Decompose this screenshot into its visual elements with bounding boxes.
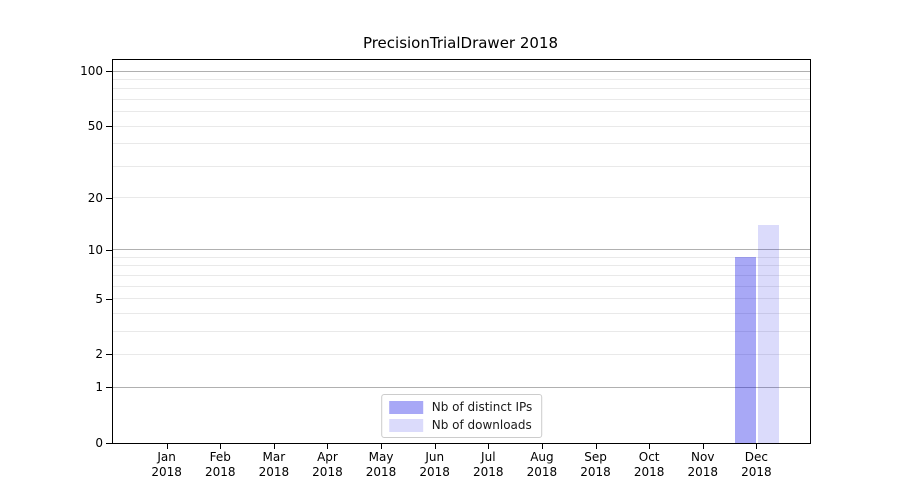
- y-tick-2: [106, 354, 112, 356]
- y-tick-5: [106, 298, 112, 300]
- x-tick-aug-2018: [541, 444, 543, 449]
- y-tick-label-20: 20: [87, 190, 103, 205]
- gridline-minor-90: [113, 79, 810, 81]
- y-tick-label-100: 100: [80, 64, 103, 79]
- gridline-minor-8: [113, 265, 810, 267]
- x-tick-label-sep-2018: Sep 2018: [568, 450, 624, 480]
- x-tick-label-line: Nov: [691, 450, 715, 464]
- gridline-minor-50: [113, 125, 810, 127]
- y-tick-100: [106, 71, 112, 73]
- x-tick-dec-2018: [756, 444, 758, 449]
- x-tick-label-line: 2018: [365, 465, 397, 479]
- x-tick-label-line: 2018: [204, 465, 236, 479]
- y-tick-50: [106, 126, 112, 128]
- gridline-minor-20: [113, 197, 810, 199]
- legend-swatch-distinct-ips: [388, 400, 423, 414]
- gridline-major-100: [113, 70, 810, 72]
- x-tick-label-jul-2018: Jul 2018: [460, 450, 516, 480]
- x-tick-label-line: May: [368, 450, 394, 464]
- x-tick-jul-2018: [488, 444, 490, 449]
- legend-label-downloads: Nb of downloads: [431, 418, 532, 432]
- gridline-minor-9: [113, 256, 810, 258]
- x-tick-label-jun-2018: Jun 2018: [407, 450, 463, 480]
- legend-item-distinct-ips: Nb of distinct IPs: [388, 400, 533, 414]
- legend-item-downloads: Nb of downloads: [388, 418, 533, 432]
- y-tick-label-2: 2: [95, 347, 103, 362]
- y-tick-label-50: 50: [87, 119, 103, 134]
- y-tick-label-5: 5: [95, 291, 103, 306]
- gridline-major-1: [113, 386, 810, 388]
- y-tick-20: [106, 197, 112, 199]
- x-tick-feb-2018: [220, 444, 222, 449]
- x-tick-label-line: Jan: [157, 450, 176, 464]
- gridline-minor-7: [113, 274, 810, 276]
- x-tick-label-line: Jul: [481, 450, 496, 464]
- gridline-minor-4: [113, 312, 810, 314]
- x-tick-label-line: Feb: [209, 450, 231, 464]
- x-tick-label-nov-2018: Nov 2018: [675, 450, 731, 480]
- x-tick-label-line: 2018: [258, 465, 290, 479]
- x-tick-oct-2018: [649, 444, 651, 449]
- x-tick-label-line: 2018: [741, 465, 772, 479]
- gridline-minor-80: [113, 88, 810, 90]
- x-tick-label-line: 2018: [151, 465, 182, 479]
- x-tick-label-feb-2018: Feb 2018: [192, 450, 248, 480]
- y-tick-label-10: 10: [87, 242, 103, 257]
- x-tick-label-jan-2018: Jan 2018: [139, 450, 195, 480]
- legend-label-distinct-ips: Nb of distinct IPs: [431, 400, 533, 414]
- x-tick-label-line: 2018: [633, 465, 665, 479]
- x-tick-label-may-2018: May 2018: [353, 450, 409, 480]
- chart-title: PrecisionTrialDrawer 2018: [362, 34, 559, 52]
- x-tick-label-apr-2018: Apr 2018: [299, 450, 355, 480]
- x-tick-label-line: 2018: [312, 465, 343, 479]
- gridline-minor-6: [113, 285, 810, 287]
- x-tick-label-line: Apr: [317, 450, 338, 464]
- x-tick-apr-2018: [327, 444, 329, 449]
- gridline-minor-40: [113, 143, 810, 145]
- x-tick-mar-2018: [273, 444, 275, 449]
- x-tick-label-line: Aug: [530, 450, 554, 464]
- x-tick-label-mar-2018: Mar 2018: [246, 450, 302, 480]
- gridline-minor-5: [113, 298, 810, 300]
- x-tick-label-dec-2018: Dec 2018: [728, 450, 784, 480]
- plot-area: Nb of distinct IPs Nb of downloads: [112, 59, 811, 444]
- x-tick-label-line: Dec: [744, 450, 768, 464]
- gridline-minor-30: [113, 165, 810, 167]
- gridline-minor-60: [113, 111, 810, 113]
- legend: Nb of distinct IPs Nb of downloads: [380, 394, 543, 438]
- x-tick-jan-2018: [166, 444, 168, 449]
- x-tick-label-aug-2018: Aug 2018: [514, 450, 570, 480]
- y-tick-0: [106, 443, 112, 444]
- x-tick-may-2018: [381, 444, 383, 449]
- gridline-minor-70: [113, 99, 810, 101]
- x-tick-label-line: 2018: [473, 465, 504, 479]
- gridline-major-10: [113, 249, 810, 251]
- y-tick-label-1: 1: [95, 380, 103, 395]
- y-tick-1: [106, 387, 112, 389]
- x-tick-label-line: 2018: [419, 465, 450, 479]
- x-tick-nov-2018: [702, 444, 704, 449]
- gridline-minor-2: [113, 353, 810, 355]
- x-tick-label-oct-2018: Oct 2018: [621, 450, 677, 480]
- y-tick-label-0: 0: [95, 436, 103, 450]
- x-tick-label-line: 2018: [526, 465, 558, 479]
- x-tick-label-line: 2018: [580, 465, 611, 479]
- x-tick-sep-2018: [595, 444, 597, 449]
- gridline-minor-3: [113, 330, 810, 332]
- x-tick-label-line: Mar: [262, 450, 286, 464]
- bar-nb-of-downloads-dec-2018: [757, 224, 779, 443]
- y-tick-10: [106, 249, 112, 251]
- x-tick-label-line: Jun: [425, 450, 445, 464]
- x-tick-jun-2018: [434, 444, 436, 449]
- x-tick-label-line: 2018: [687, 465, 719, 479]
- legend-swatch-downloads: [388, 418, 423, 432]
- x-tick-label-line: Sep: [584, 450, 607, 464]
- x-tick-label-line: Oct: [638, 450, 660, 464]
- bar-nb-of-distinct-ips-dec-2018: [735, 257, 757, 443]
